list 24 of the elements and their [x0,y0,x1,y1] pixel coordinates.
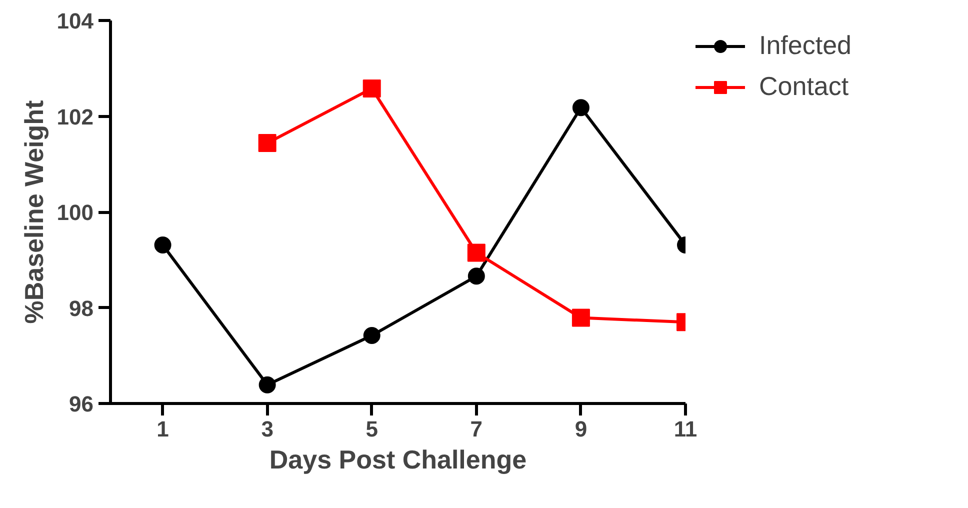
y-axis-title: %Baseline Weight [18,100,49,324]
point [154,236,172,254]
x-tick-label: 11 [674,416,698,442]
y-tick-label: 100 [56,200,94,225]
x-tick-label: 5 [366,416,378,442]
x-tick-label: 1 [156,416,169,442]
point [258,376,276,394]
y-tick-label: 104 [56,8,94,34]
y-tick-label: 102 [56,104,94,130]
legend-label: Infected [759,30,852,61]
point [467,244,486,262]
point [468,268,485,285]
x-tick-label: 7 [470,416,483,442]
y-tick-label: 98 [69,296,94,321]
x-axis-title: Days Post Challenge [269,444,527,474]
point [363,327,380,344]
legend-label: Contact [759,71,849,102]
x-tick-label: 9 [574,416,588,442]
x-tick-label: 3 [261,416,274,442]
point [258,134,276,152]
point [572,308,590,327]
point [572,99,590,116]
y-tick-label: 96 [69,392,94,416]
point [362,79,381,98]
